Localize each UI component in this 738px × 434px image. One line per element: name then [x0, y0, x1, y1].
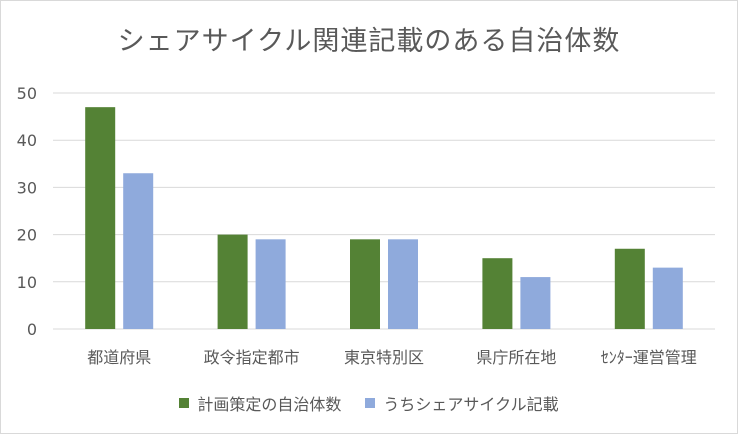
bar-series-1-4 — [482, 258, 513, 329]
legend-item-series-1: 計画策定の自治体数 — [179, 391, 341, 415]
bar-series-2-4 — [520, 277, 551, 329]
x-tick-label: 東京特別区 — [344, 348, 424, 367]
bar-series-1-2 — [217, 234, 248, 329]
y-tick-label: 50 — [17, 84, 37, 103]
legend-label-series-1: 計画策定の自治体数 — [197, 395, 342, 414]
legend-item-series-2: うちシェアサイクル記載 — [365, 391, 559, 415]
chart-title: シェアサイクル関連記載のある自治体数 — [117, 26, 621, 57]
x-tick-label: 県庁所在地 — [476, 348, 556, 367]
y-tick-label: 30 — [17, 178, 37, 197]
x-tick-label: ｾﾝﾀｰ運営管理 — [601, 348, 697, 367]
y-tick-label: 40 — [17, 131, 37, 150]
bar-series-1-3 — [350, 239, 380, 329]
bar-series-2-5 — [652, 267, 683, 329]
bar-series-2-3 — [388, 239, 418, 329]
y-tick-label: 0 — [27, 320, 37, 339]
bar-series-1-1 — [85, 107, 116, 329]
x-tick-label: 政令指定都市 — [204, 348, 300, 367]
legend-swatch-series-1 — [179, 398, 190, 408]
bar-series-2-2 — [255, 239, 286, 329]
y-tick-label: 10 — [17, 273, 37, 292]
y-tick-label: 20 — [17, 226, 37, 245]
bar-series-2-1 — [123, 173, 154, 329]
legend-swatch-series-2 — [365, 398, 376, 408]
legend: 計画策定の自治体数 うちシェアサイクル記載 — [1, 391, 737, 415]
legend-label-series-2: うちシェアサイクル記載 — [383, 395, 559, 414]
x-tick-label: 都道府県 — [87, 348, 151, 367]
bar-series-1-5 — [614, 248, 645, 329]
